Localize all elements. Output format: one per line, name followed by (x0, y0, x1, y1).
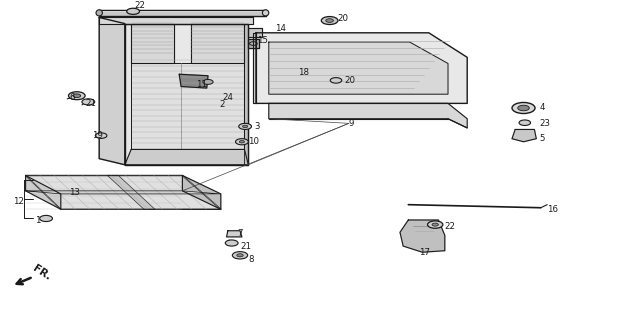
Polygon shape (125, 23, 248, 165)
Text: 3: 3 (254, 122, 260, 131)
Text: 1: 1 (35, 215, 41, 225)
Text: 15: 15 (257, 36, 268, 45)
Text: 2: 2 (219, 100, 225, 109)
Text: 12: 12 (13, 197, 24, 206)
Polygon shape (244, 23, 248, 165)
Text: 20: 20 (344, 76, 355, 85)
Ellipse shape (96, 10, 102, 16)
Text: 8: 8 (248, 256, 254, 265)
Text: 22: 22 (445, 222, 456, 231)
Polygon shape (26, 176, 221, 209)
Polygon shape (26, 176, 61, 209)
Circle shape (236, 139, 248, 145)
Polygon shape (191, 23, 244, 63)
Text: 18: 18 (298, 68, 309, 77)
Polygon shape (131, 63, 244, 150)
Text: 11: 11 (196, 80, 207, 90)
Text: 14: 14 (275, 24, 285, 33)
Text: FR.: FR. (31, 263, 52, 282)
Text: 6: 6 (69, 93, 75, 102)
Polygon shape (26, 191, 221, 194)
Text: 23: 23 (540, 119, 550, 128)
Circle shape (68, 92, 85, 100)
Circle shape (232, 252, 248, 259)
Polygon shape (131, 23, 174, 63)
Text: 22: 22 (134, 1, 145, 10)
Polygon shape (512, 129, 536, 142)
Polygon shape (253, 33, 256, 104)
Text: 19: 19 (92, 131, 102, 140)
Circle shape (512, 103, 535, 113)
Text: 10: 10 (248, 137, 259, 146)
Text: 5: 5 (540, 134, 545, 143)
Polygon shape (269, 42, 448, 94)
Circle shape (239, 123, 252, 129)
Text: 16: 16 (547, 205, 558, 214)
Circle shape (73, 94, 81, 98)
Text: 9: 9 (349, 119, 354, 128)
Circle shape (95, 133, 107, 138)
Polygon shape (256, 33, 467, 104)
Circle shape (127, 8, 140, 15)
Text: 21: 21 (86, 99, 97, 108)
Circle shape (40, 215, 52, 222)
Polygon shape (400, 220, 445, 252)
Polygon shape (108, 176, 155, 209)
Text: 13: 13 (69, 188, 80, 197)
Circle shape (203, 79, 213, 84)
Polygon shape (227, 231, 242, 237)
Text: 21: 21 (241, 242, 252, 251)
Circle shape (321, 17, 338, 24)
Polygon shape (248, 28, 262, 37)
Polygon shape (99, 18, 253, 23)
Polygon shape (99, 18, 125, 165)
Polygon shape (248, 39, 259, 48)
Circle shape (82, 99, 95, 105)
Text: 4: 4 (540, 104, 545, 112)
Circle shape (519, 120, 531, 125)
Circle shape (239, 141, 244, 143)
Circle shape (237, 254, 243, 257)
Ellipse shape (262, 10, 269, 16)
Polygon shape (125, 150, 248, 165)
Text: 24: 24 (223, 93, 234, 102)
Circle shape (330, 78, 342, 83)
Circle shape (326, 19, 333, 22)
Text: 17: 17 (419, 248, 429, 257)
Text: 7: 7 (237, 229, 243, 238)
Polygon shape (99, 10, 266, 16)
Circle shape (225, 240, 238, 246)
Polygon shape (182, 176, 221, 209)
Polygon shape (179, 74, 208, 88)
Circle shape (518, 105, 529, 111)
Text: 20: 20 (337, 15, 348, 23)
Circle shape (243, 125, 248, 128)
Circle shape (432, 223, 438, 226)
Circle shape (428, 221, 443, 228)
Polygon shape (269, 104, 467, 128)
